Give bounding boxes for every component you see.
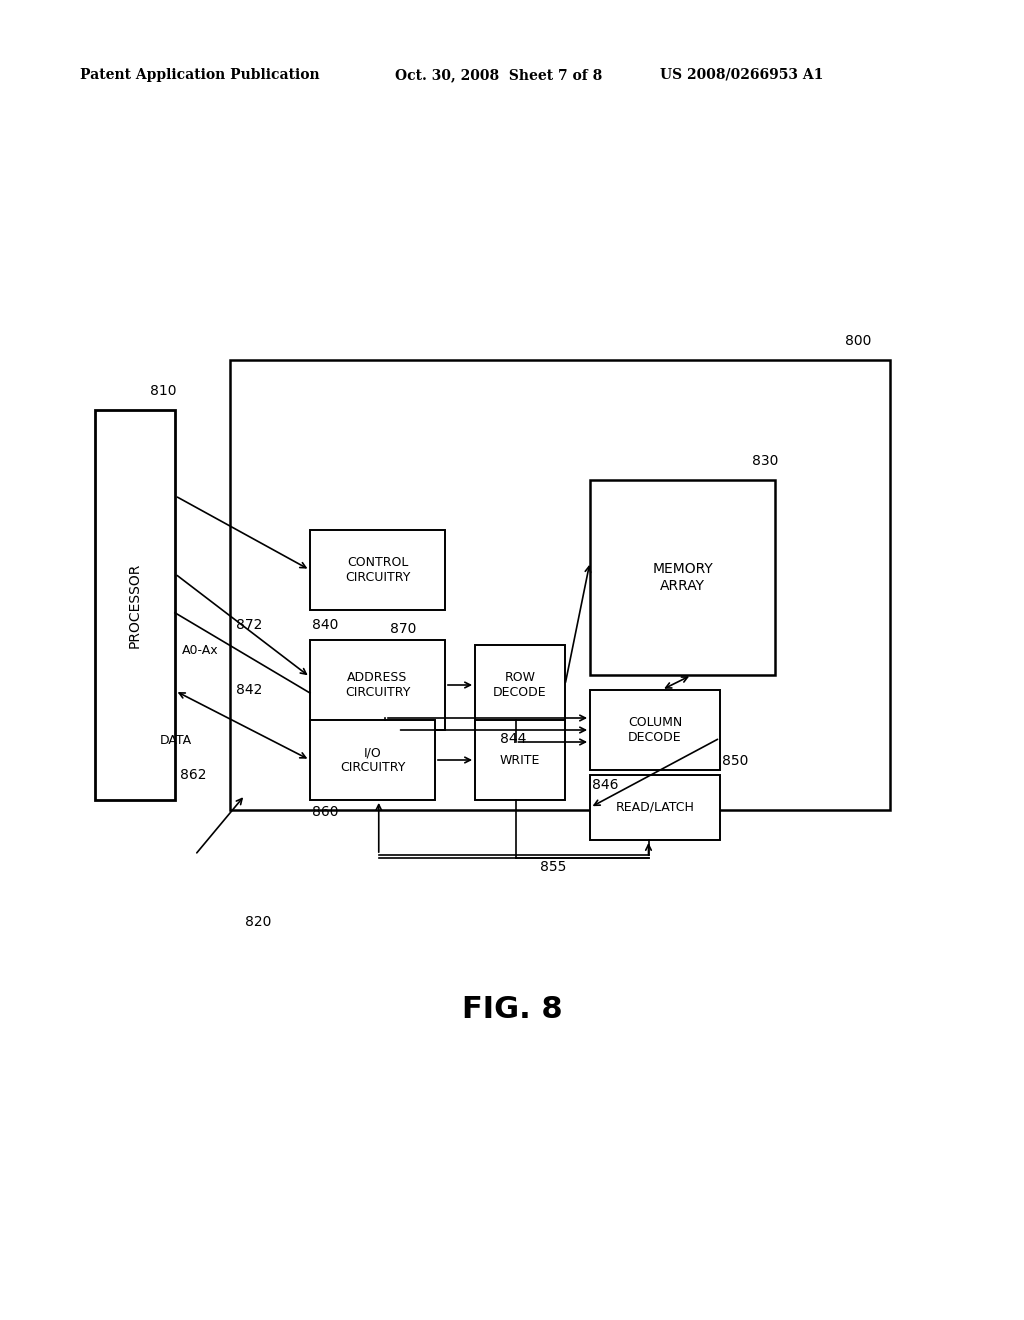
Text: 844: 844 <box>500 733 526 746</box>
Bar <box>230 360 890 810</box>
Text: ADDRESS
CIRCUITRY: ADDRESS CIRCUITRY <box>345 671 411 700</box>
Text: 820: 820 <box>245 915 271 929</box>
Text: US 2008/0266953 A1: US 2008/0266953 A1 <box>660 69 823 82</box>
Text: 800: 800 <box>845 334 871 348</box>
Text: 810: 810 <box>150 384 176 399</box>
Text: 872: 872 <box>236 618 262 632</box>
Text: 870: 870 <box>390 622 417 636</box>
Text: READ/LATCH: READ/LATCH <box>615 801 694 814</box>
Bar <box>310 531 445 610</box>
Text: 855: 855 <box>540 861 566 874</box>
Text: ROW
DECODE: ROW DECODE <box>494 671 547 700</box>
Text: DATA: DATA <box>160 734 193 747</box>
Bar <box>310 640 445 730</box>
Text: 830: 830 <box>752 454 778 469</box>
Text: 850: 850 <box>722 754 749 768</box>
Bar <box>475 719 565 800</box>
Text: COLUMN
DECODE: COLUMN DECODE <box>628 715 682 744</box>
Text: 860: 860 <box>312 805 339 818</box>
Text: A0-Ax: A0-Ax <box>182 644 219 656</box>
Text: CONTROL
CIRCUITRY: CONTROL CIRCUITRY <box>345 556 411 583</box>
Text: MEMORY
ARRAY: MEMORY ARRAY <box>652 562 713 593</box>
Text: 842: 842 <box>236 682 262 697</box>
Text: 862: 862 <box>180 768 207 781</box>
Bar <box>590 775 720 840</box>
Bar <box>475 645 565 725</box>
Bar <box>95 411 175 800</box>
Text: PROCESSOR: PROCESSOR <box>128 562 142 648</box>
Text: Oct. 30, 2008  Sheet 7 of 8: Oct. 30, 2008 Sheet 7 of 8 <box>395 69 602 82</box>
Text: I/O
CIRCUITRY: I/O CIRCUITRY <box>340 746 406 774</box>
Bar <box>590 690 720 770</box>
Text: Patent Application Publication: Patent Application Publication <box>80 69 319 82</box>
Text: 846: 846 <box>592 777 618 792</box>
Text: 840: 840 <box>312 618 338 632</box>
Bar <box>310 719 435 800</box>
Text: WRITE: WRITE <box>500 754 541 767</box>
Text: FIG. 8: FIG. 8 <box>462 995 562 1024</box>
Bar <box>590 480 775 675</box>
